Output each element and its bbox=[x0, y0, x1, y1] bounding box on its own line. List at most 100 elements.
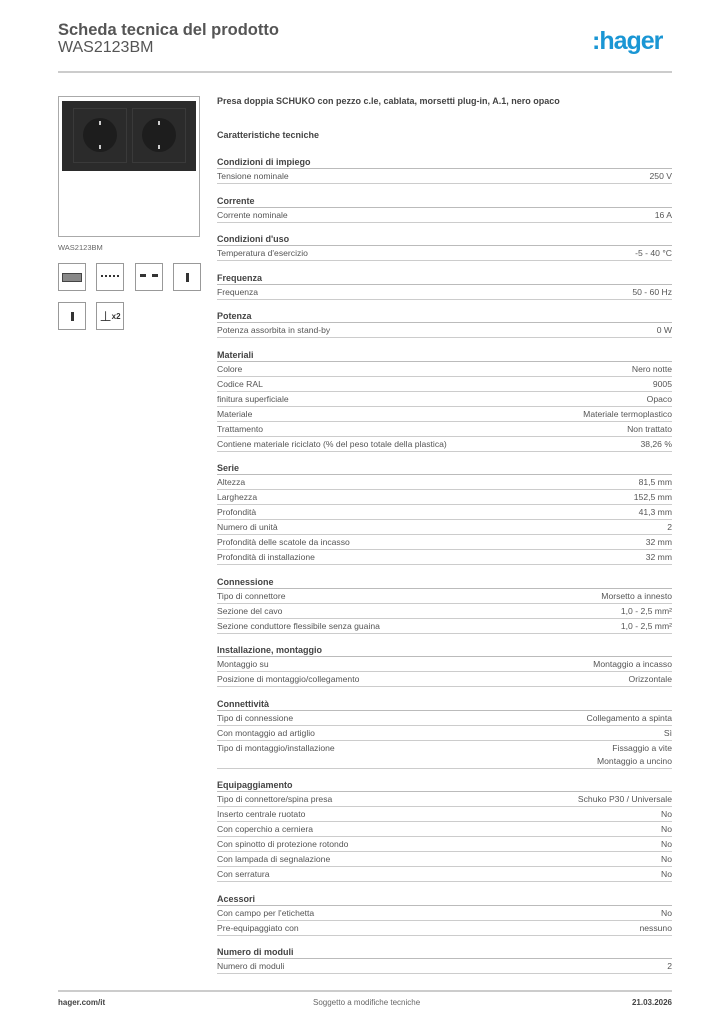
spec-value: nessuno bbox=[639, 922, 673, 933]
spec-value: 1,0 - 2,5 mm² bbox=[620, 605, 672, 616]
spec-value: 250 V bbox=[649, 171, 672, 181]
spec-value: -5 - 40 °C bbox=[635, 248, 672, 258]
spec-label: Numero di moduli bbox=[217, 961, 285, 971]
spec-section: Installazione, montaggio Montaggio su Mont… bbox=[217, 643, 672, 687]
spec-value: 38,26 % bbox=[640, 438, 672, 449]
spec-row: Sezione conduttore flessibile senza guai… bbox=[217, 619, 672, 634]
spec-section: Corrente Corrente nominale 16 A bbox=[217, 194, 672, 223]
section-heading: Materiali bbox=[217, 348, 672, 362]
spec-section: Potenza Potenza assorbita in stand-by 0 W bbox=[217, 309, 672, 338]
spec-section: Condizioni d'uso Temperatura d'esercizio -… bbox=[217, 232, 672, 261]
top-view-icon[interactable] bbox=[135, 263, 163, 291]
spec-row: Tensione nominale 250 V bbox=[217, 169, 672, 184]
spec-row: Profondità 41,3 mm bbox=[217, 505, 672, 520]
specs-table: Condizioni di impiego Tensione nominale 25… bbox=[217, 155, 672, 984]
footer-divider bbox=[58, 990, 672, 992]
spec-value: No bbox=[661, 809, 672, 819]
spec-value: 32 mm bbox=[645, 537, 672, 547]
spec-label: Profondità bbox=[217, 507, 257, 517]
spec-row: finitura superficiale Opaco bbox=[217, 392, 672, 407]
section-heading: Connessione bbox=[217, 575, 672, 589]
side-view-icon[interactable] bbox=[96, 263, 124, 291]
spec-row: Colore Nero notte bbox=[217, 362, 672, 377]
spec-row: Sezione del cavo 1,0 - 2,5 mm² bbox=[217, 604, 672, 619]
spec-row: Con campo per l'etichetta No bbox=[217, 906, 672, 921]
spec-label: Profondità delle scatole da incasso bbox=[217, 537, 350, 547]
spec-label: Potenza assorbita in stand-by bbox=[217, 325, 331, 335]
spec-value: Montaggio a incasso bbox=[593, 659, 672, 669]
mounting-dimension-x2-icon[interactable]: ⊥ x2 bbox=[96, 302, 124, 330]
spec-value: 152,5 mm bbox=[633, 492, 672, 502]
spec-section: Connettività Tipo di connessione Collegame… bbox=[217, 697, 672, 769]
spec-label: Larghezza bbox=[217, 492, 258, 502]
spec-row: Montaggio su Montaggio a incasso bbox=[217, 657, 672, 672]
footer-website[interactable]: hager.com/it bbox=[58, 998, 106, 1007]
section-heading: Acessori bbox=[217, 892, 672, 906]
spec-value: Collegamento a spinta bbox=[586, 712, 672, 723]
spec-value: 0 W bbox=[656, 325, 672, 335]
profile-right-icon[interactable] bbox=[173, 263, 201, 291]
spec-value: 2 bbox=[667, 961, 672, 971]
spec-row: Corrente nominale 16 A bbox=[217, 208, 672, 223]
spec-row: Con coperchio a cerniera No bbox=[217, 822, 672, 837]
spec-value: No bbox=[661, 854, 672, 864]
spec-value: Schuko P30 / Universale bbox=[577, 794, 672, 804]
spec-value: Non trattato bbox=[627, 423, 672, 434]
section-heading: Installazione, montaggio bbox=[217, 643, 672, 657]
section-heading: Corrente bbox=[217, 194, 672, 208]
spec-value: 1,0 - 2,5 mm² bbox=[620, 620, 672, 631]
socket-plate bbox=[62, 101, 196, 171]
spec-row: Tipo di montaggio/installazione Fissaggio… bbox=[217, 741, 672, 769]
spec-label: Con spinotto di protezione rotondo bbox=[217, 839, 349, 849]
spec-row: Larghezza 152,5 mm bbox=[217, 490, 672, 505]
spec-value: 2 bbox=[667, 522, 672, 532]
spec-label: Temperatura d'esercizio bbox=[217, 248, 308, 258]
section-heading: Equipaggiamento bbox=[217, 778, 672, 792]
spec-row: Temperatura d'esercizio -5 - 40 °C bbox=[217, 246, 672, 261]
spec-value: 41,3 mm bbox=[638, 507, 672, 517]
spec-label: Tipo di connettore/spina presa bbox=[217, 794, 333, 804]
section-heading: Condizioni di impiego bbox=[217, 155, 672, 169]
spec-row: Materiale Materiale termoplastico bbox=[217, 407, 672, 422]
spec-label: Altezza bbox=[217, 477, 246, 487]
section-heading: Numero di moduli bbox=[217, 945, 672, 959]
spec-value: Sì bbox=[663, 727, 672, 738]
spec-row: Numero di unità 2 bbox=[217, 520, 672, 535]
spec-row: Codice RAL 9005 bbox=[217, 377, 672, 392]
product-image bbox=[58, 96, 200, 237]
socket-left bbox=[73, 108, 127, 163]
spec-row: Frequenza 50 - 60 Hz bbox=[217, 285, 672, 300]
specs-title: Caratteristiche tecniche bbox=[217, 130, 320, 140]
spec-row: Pre-equipaggiato con nessuno bbox=[217, 921, 672, 936]
spec-label: Tipo di connessione bbox=[217, 712, 294, 723]
spec-row: Tipo di connettore Morsetto a innesto bbox=[217, 589, 672, 604]
section-heading: Potenza bbox=[217, 309, 672, 323]
spec-section: Connessione Tipo di connettore Morsetto a … bbox=[217, 575, 672, 634]
socket-right bbox=[132, 108, 186, 163]
spec-section: Acessori Con campo per l'etichetta No Pre-e… bbox=[217, 892, 672, 936]
product-code: WAS2123BM bbox=[58, 39, 154, 56]
spec-label: Materiale bbox=[217, 408, 253, 419]
spec-value: No bbox=[661, 839, 672, 849]
spec-value: No bbox=[661, 907, 672, 918]
spec-row: Inserto centrale ruotato No bbox=[217, 807, 672, 822]
spec-value: 81,5 mm bbox=[638, 477, 672, 487]
spec-value: 50 - 60 Hz bbox=[632, 286, 672, 297]
profile-left-icon[interactable] bbox=[58, 302, 86, 330]
spec-row: Con serratura No bbox=[217, 867, 672, 882]
spec-section: Equipaggiamento Tipo di connettore/spina … bbox=[217, 778, 672, 882]
footer-note: Soggetto a modifiche tecniche bbox=[313, 998, 421, 1007]
section-heading: Condizioni d'uso bbox=[217, 232, 672, 246]
spec-label: Tipo di montaggio/installazione bbox=[217, 742, 335, 753]
spec-label: Con montaggio ad artiglio bbox=[217, 727, 315, 738]
spec-value: Morsetto a innesto bbox=[601, 590, 672, 601]
section-heading: Frequenza bbox=[217, 271, 672, 285]
spec-label: Contiene materiale riciclato (% del peso… bbox=[217, 438, 447, 449]
front-view-icon[interactable] bbox=[58, 263, 86, 291]
spec-row: Trattamento Non trattato bbox=[217, 422, 672, 437]
spec-row: Con montaggio ad artiglio Sì bbox=[217, 726, 672, 741]
spec-section: Numero di moduli Numero di moduli 2 bbox=[217, 945, 672, 974]
spec-value: Nero notte bbox=[631, 363, 672, 374]
spec-row: Tipo di connessione Collegamento a spinta bbox=[217, 711, 672, 726]
spec-row: Profondità delle scatole da incasso 32 mm bbox=[217, 535, 672, 550]
